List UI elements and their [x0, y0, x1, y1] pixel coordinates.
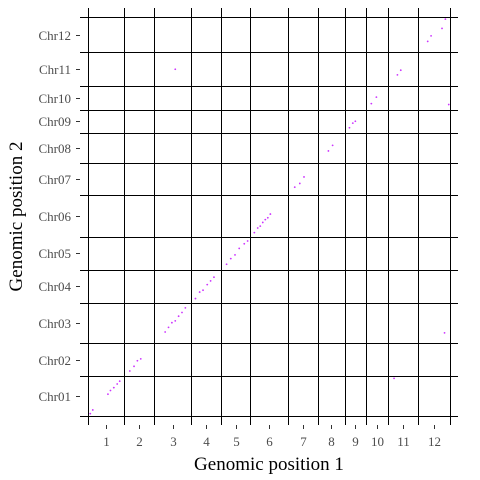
x-tick-label: 8 — [328, 434, 335, 449]
axis-ticks — [76, 35, 435, 429]
data-point — [298, 182, 301, 185]
x-tick-label: 7 — [300, 434, 307, 449]
x-tick-label: 11 — [397, 434, 410, 449]
data-point — [348, 126, 351, 129]
data-point — [259, 225, 262, 228]
data-point — [253, 231, 256, 234]
data-point — [444, 18, 447, 21]
y-tick-label: Chr08 — [39, 141, 72, 156]
x-tick-label: 5 — [233, 434, 240, 449]
data-point — [426, 40, 429, 43]
data-point — [351, 122, 354, 125]
data-point — [139, 358, 142, 360]
y-tick-label: Chr05 — [39, 246, 72, 261]
x-tick-label: 1 — [103, 434, 110, 449]
y-tick-label: Chr02 — [39, 353, 72, 368]
data-point — [303, 176, 305, 178]
data-point — [174, 68, 177, 71]
data-point — [184, 306, 187, 309]
data-point — [266, 216, 269, 219]
data-point — [202, 289, 204, 292]
data-point — [174, 319, 177, 322]
data-point — [243, 242, 246, 245]
data-point — [116, 383, 119, 385]
y-tick-label: Chr07 — [39, 172, 72, 187]
y-tick-label: Chr03 — [39, 316, 72, 331]
data-point — [167, 326, 170, 329]
data-point — [370, 102, 373, 105]
x-tick-label: 12 — [428, 434, 441, 449]
y-tick-label: Chr11 — [39, 62, 71, 77]
data-point — [269, 213, 272, 215]
grid-lines — [80, 8, 458, 425]
data-point — [107, 393, 109, 396]
data-point — [229, 257, 232, 260]
x-tick-label: 10 — [371, 434, 384, 449]
data-point — [177, 315, 180, 318]
data-point — [225, 263, 228, 266]
data-point — [234, 254, 236, 256]
y-tick-label: Chr10 — [39, 91, 72, 106]
data-point — [261, 221, 264, 224]
data-point — [331, 144, 334, 147]
y-tick-label: Chr01 — [39, 389, 72, 404]
data-point — [399, 69, 402, 72]
data-point — [164, 331, 167, 333]
x-tick-label: 2 — [136, 434, 143, 449]
data-point — [441, 27, 443, 30]
data-point — [447, 103, 450, 106]
data-point — [109, 389, 112, 392]
data-point — [170, 321, 173, 324]
y-tick-label: Chr06 — [39, 209, 72, 224]
data-point — [393, 377, 395, 380]
y-tick-label: Chr09 — [39, 114, 72, 129]
data-point — [209, 280, 212, 282]
data-point — [136, 359, 139, 362]
x-tick-label: 6 — [266, 434, 273, 449]
data-point — [91, 409, 94, 411]
data-points — [89, 18, 450, 415]
x-tick-label: 3 — [170, 434, 177, 449]
data-point — [430, 34, 432, 37]
data-point — [206, 283, 209, 286]
data-point — [264, 218, 267, 221]
data-point — [246, 240, 249, 242]
x-tick-label: 9 — [352, 434, 359, 449]
data-point — [396, 73, 399, 76]
data-point — [198, 291, 201, 293]
data-point — [128, 370, 131, 372]
data-point — [181, 311, 183, 314]
y-axis-title: Genomic position 2 — [6, 142, 27, 292]
data-point — [112, 386, 115, 389]
data-point — [238, 247, 241, 250]
data-point — [256, 227, 259, 229]
y-tick-label: Chr12 — [39, 28, 72, 43]
x-tick-labels: 1 2 3 4 5 6 7 8 9 10 11 12 — [103, 434, 441, 449]
data-point — [293, 186, 296, 189]
data-point — [89, 412, 92, 415]
data-point — [118, 380, 121, 383]
y-tick-labels: Chr01 Chr02 Chr03 Chr04 Chr05 Chr06 Chr07 Chr08… — [39, 28, 72, 404]
data-point — [327, 150, 330, 152]
data-point — [443, 332, 446, 334]
data-point — [354, 120, 357, 123]
data-point — [213, 276, 215, 279]
x-axis-title: Genomic position 1 — [194, 454, 344, 475]
data-point — [133, 365, 135, 368]
y-tick-label: Chr04 — [39, 279, 72, 294]
data-point — [375, 96, 378, 99]
data-point — [194, 297, 197, 300]
x-tick-label: 4 — [203, 434, 210, 449]
